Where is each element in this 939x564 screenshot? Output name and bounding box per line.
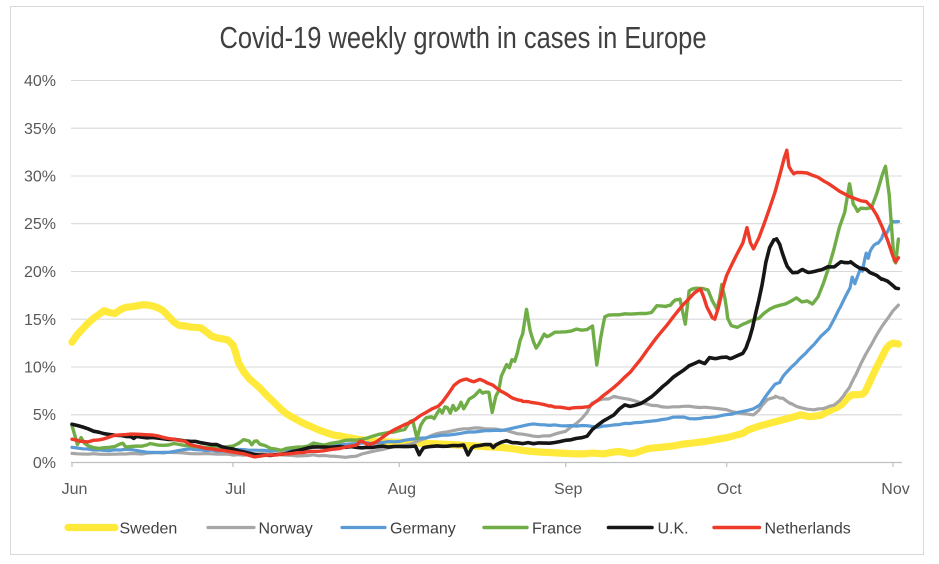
svg-text:Nov: Nov <box>881 481 909 498</box>
svg-text:Covid-19 weekly growth in case: Covid-19 weekly growth in cases in Europ… <box>220 20 707 55</box>
svg-text:Jun: Jun <box>62 481 88 498</box>
svg-text:20%: 20% <box>24 264 56 281</box>
svg-text:15%: 15% <box>24 312 56 329</box>
svg-text:Germany: Germany <box>390 521 456 538</box>
svg-text:Sweden: Sweden <box>120 521 178 538</box>
svg-text:Sep: Sep <box>554 481 583 498</box>
svg-text:5%: 5% <box>33 407 56 424</box>
svg-text:0%: 0% <box>33 455 56 472</box>
svg-text:35%: 35% <box>24 121 56 138</box>
svg-text:Norway: Norway <box>259 521 313 538</box>
svg-text:Jul: Jul <box>225 481 245 498</box>
svg-text:France: France <box>532 521 582 538</box>
svg-text:30%: 30% <box>24 169 56 186</box>
svg-text:U.K.: U.K. <box>658 521 689 538</box>
svg-text:25%: 25% <box>24 216 56 233</box>
svg-text:10%: 10% <box>24 360 56 377</box>
svg-text:40%: 40% <box>24 73 56 90</box>
svg-text:Aug: Aug <box>388 481 416 498</box>
svg-text:Oct: Oct <box>717 481 742 498</box>
svg-text:Netherlands: Netherlands <box>765 521 851 538</box>
